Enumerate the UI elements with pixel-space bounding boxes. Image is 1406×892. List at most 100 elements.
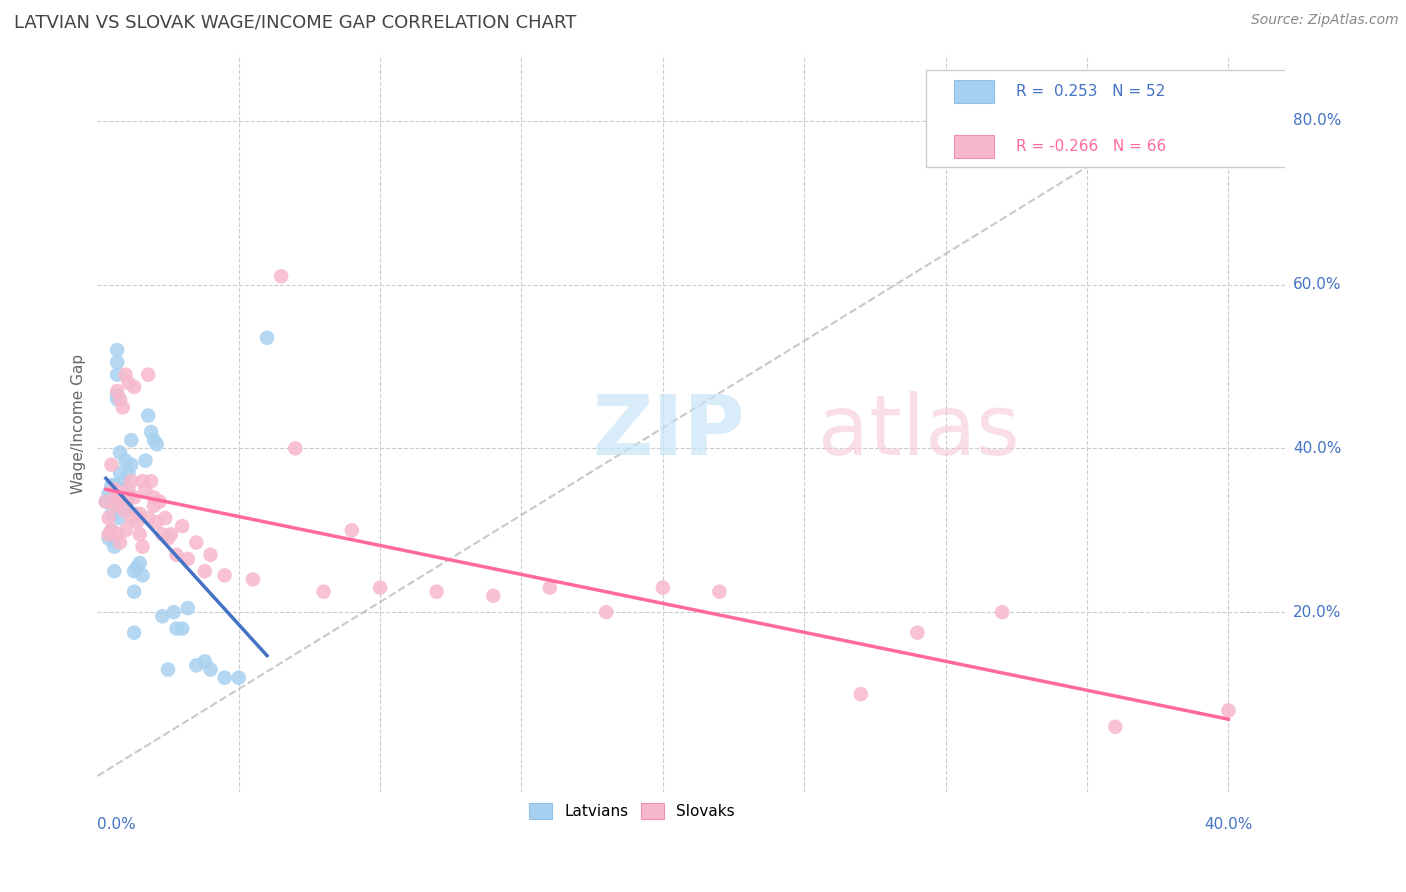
Point [651, 581, 673, 595]
Point [100, 478, 122, 492]
Point [155, 511, 177, 525]
Legend: Latvians, Slovaks: Latvians, Slovaks [523, 797, 741, 825]
Text: LATVIAN VS SLOVAK WAGE/INCOME GAP CORRELATION CHART: LATVIAN VS SLOVAK WAGE/INCOME GAP CORREL… [14, 13, 576, 31]
Point [177, 552, 200, 566]
Point [111, 483, 134, 497]
Point [145, 437, 167, 451]
Point [136, 511, 159, 525]
Point [160, 527, 183, 541]
Point [114, 491, 136, 505]
Point [117, 466, 139, 480]
Point [186, 658, 208, 673]
Text: ZIP: ZIP [592, 392, 745, 473]
Point [94, 494, 117, 508]
Point [482, 589, 505, 603]
Point [114, 368, 136, 382]
Point [114, 453, 136, 467]
Point [134, 483, 156, 497]
Point [214, 568, 236, 582]
Point [114, 499, 136, 513]
Point [103, 478, 125, 492]
Point [186, 535, 208, 549]
Point [134, 453, 156, 467]
Point [120, 433, 142, 447]
Text: 40.0%: 40.0% [1294, 441, 1341, 456]
Text: atlas: atlas [818, 392, 1021, 473]
Point [108, 486, 131, 500]
Point [122, 584, 145, 599]
Point [214, 671, 236, 685]
Point [105, 392, 128, 407]
Point [122, 625, 145, 640]
Point [228, 671, 250, 685]
Point [125, 560, 148, 574]
Point [128, 507, 150, 521]
Point [108, 511, 131, 525]
Point [139, 425, 162, 439]
Point [122, 564, 145, 578]
Point [150, 527, 173, 541]
Point [100, 491, 122, 505]
Text: 80.0%: 80.0% [1294, 113, 1341, 128]
Point [145, 515, 167, 529]
Point [105, 368, 128, 382]
Point [142, 491, 165, 505]
Point [122, 380, 145, 394]
Point [142, 433, 165, 447]
Point [120, 474, 142, 488]
Point [105, 388, 128, 402]
Point [139, 474, 162, 488]
Point [131, 540, 153, 554]
Point [108, 392, 131, 407]
Point [172, 519, 194, 533]
Point [117, 491, 139, 505]
Point [426, 584, 449, 599]
Point [142, 499, 165, 513]
Point [105, 355, 128, 369]
Point [111, 503, 134, 517]
Text: 20.0%: 20.0% [1294, 605, 1341, 620]
Point [131, 568, 153, 582]
Point [177, 601, 200, 615]
Text: 60.0%: 60.0% [1294, 277, 1341, 292]
Point [131, 474, 153, 488]
Point [200, 663, 222, 677]
Point [150, 609, 173, 624]
Point [111, 474, 134, 488]
Point [595, 605, 617, 619]
Point [991, 605, 1014, 619]
Point [136, 368, 159, 382]
Point [194, 564, 217, 578]
Point [100, 523, 122, 537]
Point [108, 445, 131, 459]
Point [117, 483, 139, 497]
Point [105, 384, 128, 398]
Point [256, 331, 278, 345]
Point [108, 499, 131, 513]
Point [105, 343, 128, 357]
Point [172, 622, 194, 636]
Text: 40.0%: 40.0% [1204, 817, 1253, 832]
Point [270, 269, 292, 284]
Point [136, 409, 159, 423]
Point [105, 491, 128, 505]
Point [114, 503, 136, 517]
Point [1218, 704, 1240, 718]
Point [108, 535, 131, 549]
Point [97, 527, 120, 541]
Point [111, 503, 134, 517]
Point [103, 499, 125, 513]
Point [166, 622, 188, 636]
Bar [955, 79, 994, 103]
Point [100, 458, 122, 472]
Point [157, 663, 180, 677]
FancyBboxPatch shape [925, 70, 1406, 168]
Point [97, 532, 120, 546]
Point [100, 507, 122, 521]
Point [103, 540, 125, 554]
Point [368, 581, 391, 595]
Point [340, 523, 363, 537]
Point [128, 527, 150, 541]
Point [97, 511, 120, 525]
Point [157, 532, 180, 546]
